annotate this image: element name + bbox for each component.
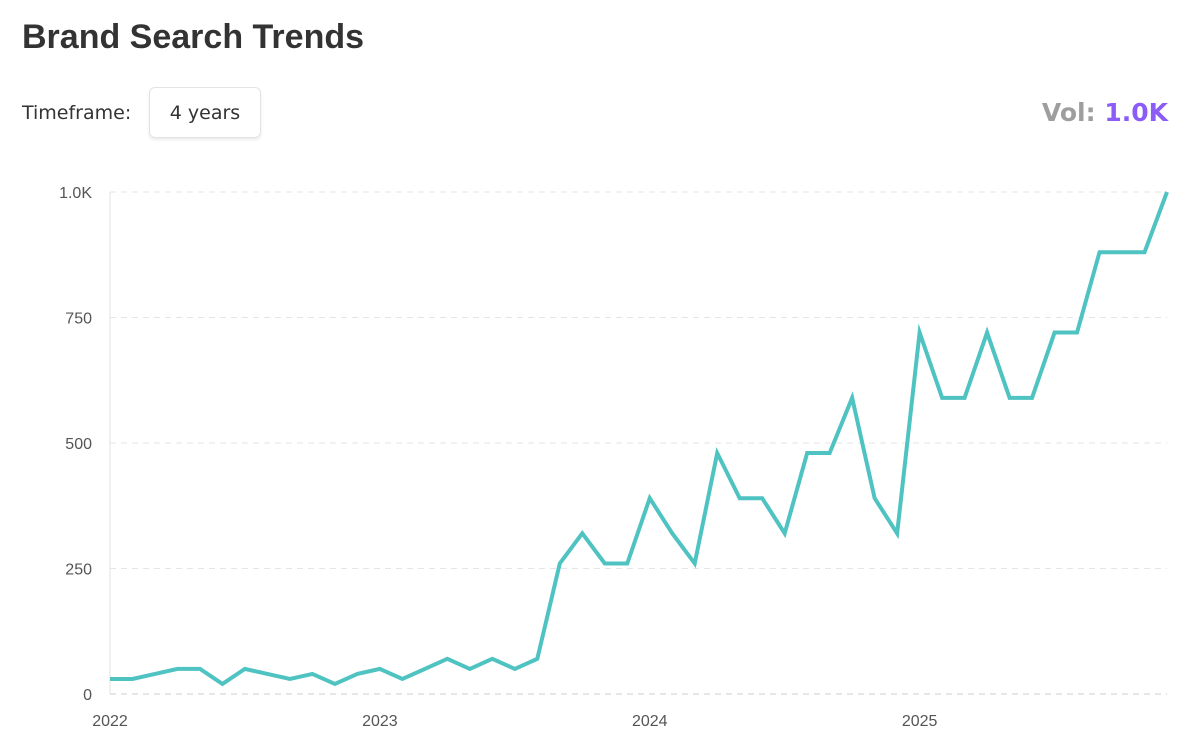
- y-tick-label: 750: [65, 311, 92, 328]
- y-tick-label: 500: [65, 436, 92, 453]
- x-tick-label: 2022: [92, 713, 128, 730]
- x-tick-label: 2025: [902, 713, 938, 730]
- timeframe-select[interactable]: 4 years: [149, 87, 261, 138]
- volume-value: 1.0K: [1104, 98, 1168, 127]
- x-tick-label: 2024: [632, 713, 668, 730]
- y-tick-label: 1.0K: [59, 185, 92, 202]
- timeframe-label: Timeframe:: [22, 102, 132, 124]
- y-tick-label: 0: [83, 687, 92, 704]
- x-tick-label: 2023: [362, 713, 398, 730]
- volume-label: Vol:: [1041, 98, 1096, 127]
- page-title: Brand Search Trends: [22, 18, 365, 56]
- series-line: [110, 191, 1169, 687]
- y-tick-label: 250: [65, 562, 92, 579]
- volume-readout: Vol: 1.0K: [1042, 98, 1168, 127]
